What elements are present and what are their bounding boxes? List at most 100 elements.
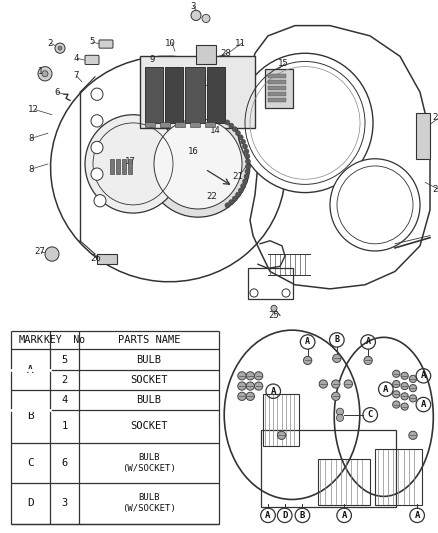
Bar xyxy=(110,159,114,174)
Text: A: A xyxy=(271,387,276,395)
Circle shape xyxy=(364,357,372,365)
Text: A: A xyxy=(421,372,426,381)
Text: 26: 26 xyxy=(90,254,101,263)
Bar xyxy=(205,122,215,127)
Circle shape xyxy=(392,381,400,387)
Text: A: A xyxy=(366,337,371,346)
Circle shape xyxy=(254,372,263,380)
Text: A: A xyxy=(421,400,426,409)
Text: A: A xyxy=(383,385,389,394)
FancyBboxPatch shape xyxy=(265,69,293,108)
Text: C: C xyxy=(27,458,34,468)
Text: BULB
(W/SOCKET): BULB (W/SOCKET) xyxy=(122,453,176,473)
Circle shape xyxy=(244,149,249,154)
Text: 3: 3 xyxy=(61,498,68,508)
Bar xyxy=(263,394,299,446)
FancyBboxPatch shape xyxy=(85,55,99,64)
Circle shape xyxy=(254,382,263,390)
Circle shape xyxy=(238,188,243,193)
Text: KEY  No: KEY No xyxy=(44,335,85,345)
Text: 8: 8 xyxy=(28,134,33,143)
Text: A: A xyxy=(305,337,310,346)
Circle shape xyxy=(244,174,249,179)
Text: 15: 15 xyxy=(278,59,289,68)
Text: 3: 3 xyxy=(190,2,195,11)
Text: 12: 12 xyxy=(28,105,39,114)
Text: A: A xyxy=(342,511,347,520)
Text: 6: 6 xyxy=(61,458,68,468)
Text: BULB: BULB xyxy=(136,395,162,405)
Text: A: A xyxy=(414,511,420,520)
Circle shape xyxy=(191,10,201,20)
Bar xyxy=(190,122,200,127)
Circle shape xyxy=(91,141,103,154)
Text: PARTS NAME: PARTS NAME xyxy=(118,335,180,345)
Circle shape xyxy=(232,196,237,201)
Circle shape xyxy=(246,392,254,400)
Text: A: A xyxy=(27,365,34,375)
Text: 28: 28 xyxy=(220,49,231,58)
Text: 7: 7 xyxy=(73,71,78,80)
Circle shape xyxy=(240,139,246,144)
Bar xyxy=(416,112,430,159)
Circle shape xyxy=(410,384,417,392)
Text: 6: 6 xyxy=(54,88,60,96)
Circle shape xyxy=(91,168,103,180)
Circle shape xyxy=(410,395,417,402)
Circle shape xyxy=(246,382,254,390)
Circle shape xyxy=(91,115,103,127)
Circle shape xyxy=(240,183,246,189)
Text: A: A xyxy=(265,511,271,520)
Circle shape xyxy=(392,391,400,398)
Bar xyxy=(268,74,286,78)
Circle shape xyxy=(202,14,210,22)
Text: SOCKET: SOCKET xyxy=(130,422,168,431)
Circle shape xyxy=(237,53,373,192)
Text: 8: 8 xyxy=(28,165,33,174)
Circle shape xyxy=(333,354,341,362)
Text: 2: 2 xyxy=(47,38,53,47)
Text: 9: 9 xyxy=(150,55,155,64)
Bar xyxy=(97,254,117,264)
Circle shape xyxy=(336,414,344,422)
Circle shape xyxy=(332,380,340,388)
Text: 4: 4 xyxy=(61,395,68,405)
Circle shape xyxy=(38,67,52,81)
Circle shape xyxy=(58,46,62,50)
Circle shape xyxy=(45,247,59,261)
Circle shape xyxy=(401,372,408,379)
Text: D: D xyxy=(282,511,287,520)
Circle shape xyxy=(336,408,344,415)
Text: B: B xyxy=(300,511,305,520)
Circle shape xyxy=(146,111,250,217)
Text: 5: 5 xyxy=(89,37,94,46)
Bar xyxy=(128,159,132,174)
Bar xyxy=(160,122,170,127)
Circle shape xyxy=(94,195,106,207)
Bar xyxy=(122,159,126,174)
Bar xyxy=(185,67,205,123)
Text: 24: 24 xyxy=(432,185,438,194)
Text: B: B xyxy=(27,411,34,421)
Circle shape xyxy=(243,144,247,149)
Text: 1: 1 xyxy=(61,422,68,431)
Text: 13: 13 xyxy=(202,79,213,88)
Text: SOCKET: SOCKET xyxy=(130,375,168,385)
Text: 22: 22 xyxy=(206,192,217,201)
Circle shape xyxy=(304,357,312,365)
Bar xyxy=(318,459,370,505)
Bar xyxy=(268,92,286,96)
Circle shape xyxy=(319,380,328,388)
Text: 11: 11 xyxy=(235,38,246,47)
Bar xyxy=(268,86,286,90)
Text: 10: 10 xyxy=(165,38,176,47)
Circle shape xyxy=(245,164,251,169)
Text: 17: 17 xyxy=(125,157,136,166)
Text: D: D xyxy=(27,498,34,508)
Circle shape xyxy=(410,375,417,383)
Text: 14: 14 xyxy=(210,126,221,135)
Circle shape xyxy=(401,383,408,390)
Circle shape xyxy=(344,380,353,388)
Bar xyxy=(207,67,225,123)
Circle shape xyxy=(271,305,277,311)
